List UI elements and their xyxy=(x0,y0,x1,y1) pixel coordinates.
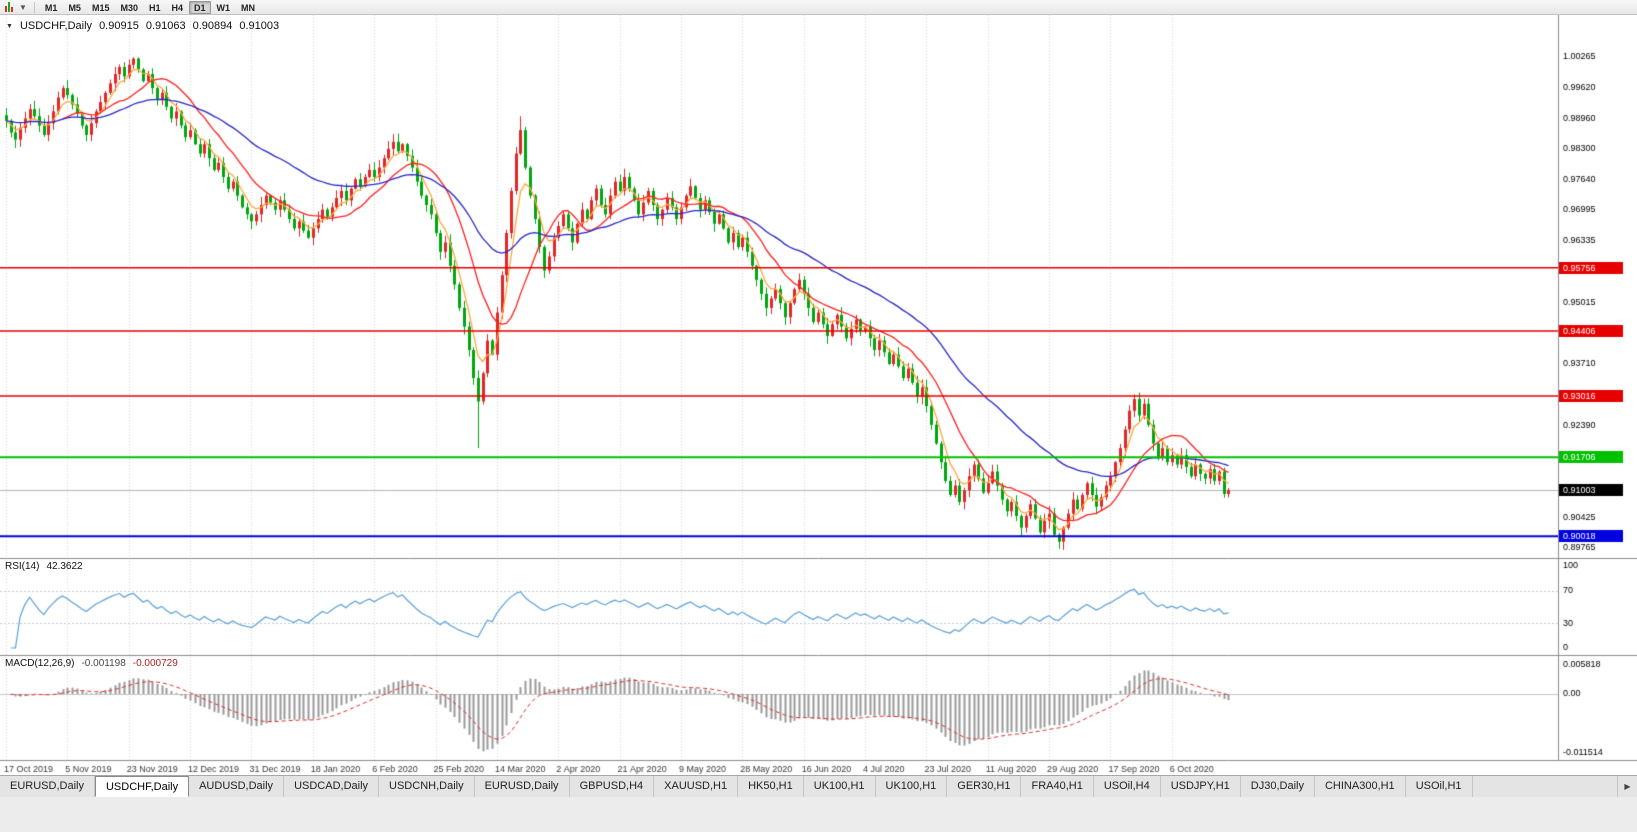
ohlc-low: 0.90894 xyxy=(192,20,233,32)
symbol-tab-ger30-h1[interactable]: GER30,H1 xyxy=(947,776,1022,797)
chart-window: ▼ USDCHF,Daily 0.90915 0.91063 0.90894 0… xyxy=(0,15,1637,775)
rsi-name: RSI(14) xyxy=(5,561,40,572)
timeframe-button-group: M1 M5 M15 M30 H1 H4 D1 W1 MN xyxy=(40,0,260,14)
symbol-tab-audusd-daily[interactable]: AUDUSD,Daily xyxy=(189,776,285,797)
symbol-tab-hk50-h1[interactable]: HK50,H1 xyxy=(738,776,804,797)
timeframe-button-h1[interactable]: H1 xyxy=(148,2,161,13)
symbol-tab-uk100-h1[interactable]: UK100,H1 xyxy=(875,776,948,797)
symbol-tab-china300-h1[interactable]: CHINA300,H1 xyxy=(1314,776,1406,797)
chart-dropdown-caret-icon[interactable]: ▼ xyxy=(19,2,27,12)
symbol-tab-usdcad-daily[interactable]: USDCAD,Daily xyxy=(284,776,380,797)
symbol-tab-fra40-h1[interactable]: FRA40,H1 xyxy=(1021,776,1094,797)
timeframe-button-m5[interactable]: M5 xyxy=(68,2,81,13)
ohlc-close: 0.91003 xyxy=(239,20,280,32)
rsi-value: 42.3622 xyxy=(46,561,83,572)
status-strip xyxy=(0,797,1637,832)
candlestick-chart-icon xyxy=(5,2,13,12)
macd-name: MACD(12,26,9) xyxy=(5,658,75,669)
macd-indicator-label: MACD(12,26,9) -0.001198 -0.000729 xyxy=(5,658,178,669)
tab-scroll-right-icon[interactable]: ▶ xyxy=(1617,776,1637,797)
symbol-tab-usdjpy-h1[interactable]: USDJPY,H1 xyxy=(1160,776,1241,797)
timeframe-button-h4[interactable]: H4 xyxy=(171,2,184,13)
symbol-tab-eurusd-daily[interactable]: EURUSD,Daily xyxy=(0,776,95,797)
timeframe-button-d1[interactable]: D1 xyxy=(189,0,211,14)
symbol-tab-gbpusd-h4[interactable]: GBPUSD,H4 xyxy=(569,776,655,797)
chart-collapse-icon[interactable]: ▼ xyxy=(6,22,13,30)
symbol-tab-usdchf-daily[interactable]: USDCHF,Daily xyxy=(94,776,190,797)
symbol-tab-xauusd-h1[interactable]: XAUUSD,H1 xyxy=(654,776,739,797)
timeframe-button-w1[interactable]: W1 xyxy=(216,2,231,13)
toolbar-separator xyxy=(33,1,35,13)
chart-header: ▼ USDCHF,Daily 0.90915 0.91063 0.90894 0… xyxy=(6,20,279,32)
new-chart-icon[interactable] xyxy=(3,1,15,14)
timeframe-button-m30[interactable]: M30 xyxy=(120,2,138,13)
symbol-tabbar: EURUSD,Daily USDCHF,Daily AUDUSD,Daily USDC… xyxy=(0,775,1637,797)
macd-signal-value: -0.000729 xyxy=(132,658,178,669)
macd-main-value: -0.001198 xyxy=(81,658,126,669)
rsi-indicator-label: RSI(14) 42.3622 xyxy=(5,561,83,572)
symbol-tab-eurusd-daily[interactable]: EURUSD,Daily xyxy=(474,776,570,797)
timeframe-button-m15[interactable]: M15 xyxy=(91,2,110,13)
symbol-tab-uk100-h1[interactable]: UK100,H1 xyxy=(803,776,876,797)
ohlc-open: 0.90915 xyxy=(99,20,139,32)
timeframe-button-mn[interactable]: MN xyxy=(241,2,256,13)
chart-symbol-label: USDCHF,Daily xyxy=(19,20,93,32)
symbol-tab-usoil-h4[interactable]: USOil,H4 xyxy=(1093,776,1161,797)
symbol-tab-dj30-daily[interactable]: DJ30,Daily xyxy=(1240,776,1315,797)
symbol-tab-usdcnh-daily[interactable]: USDCNH,Daily xyxy=(379,776,475,797)
ohlc-high: 0.91063 xyxy=(145,20,186,32)
top-toolbar: ▼ M1 M5 M15 M30 H1 H4 D1 W1 MN xyxy=(0,0,1637,15)
timeframe-button-m1[interactable]: M1 xyxy=(44,2,58,13)
price-chart-canvas[interactable] xyxy=(0,15,1637,775)
symbol-tab-usoil-h1[interactable]: USOil,H1 xyxy=(1405,776,1473,797)
